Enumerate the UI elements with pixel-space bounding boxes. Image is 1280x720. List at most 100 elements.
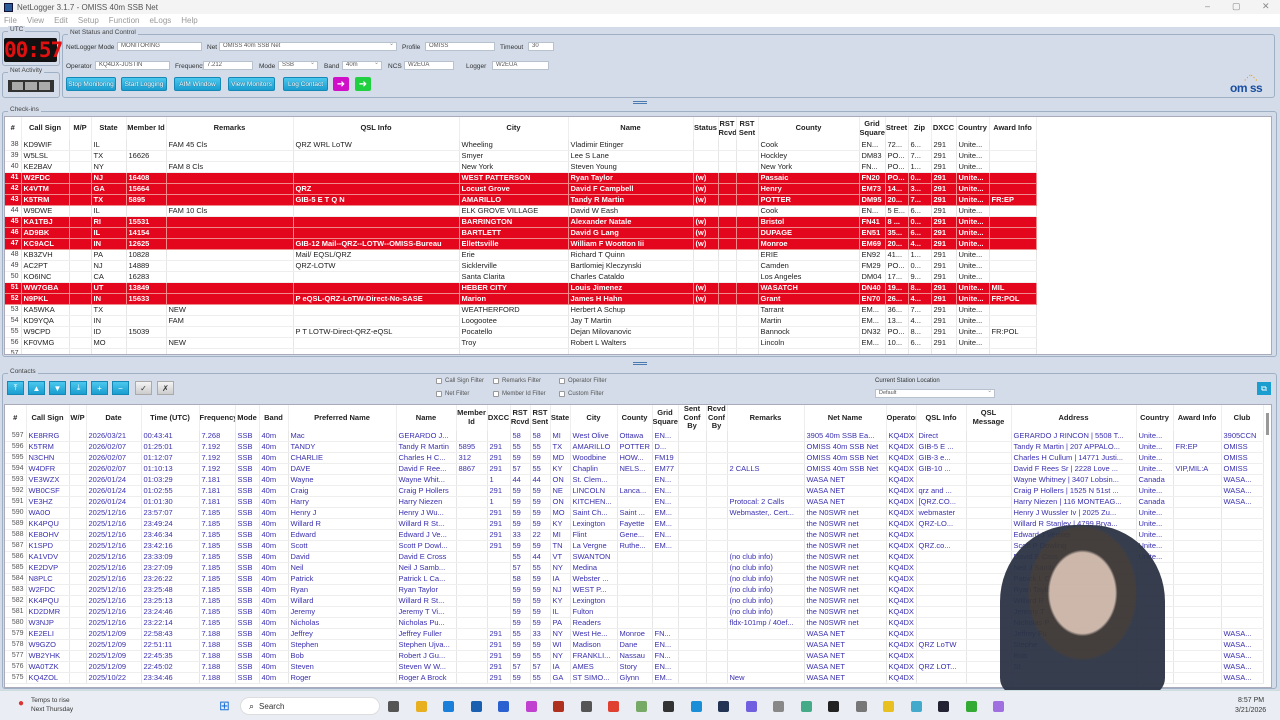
column-header[interactable]: Frequency: [199, 405, 236, 431]
table-row[interactable]: 47 KC9ACL IN 12625 GIB-12 Mail--QRZ--LOTW--O…: [5, 238, 1037, 250]
column-header[interactable]: Zip: [908, 117, 932, 140]
column-header[interactable]: Country: [956, 117, 990, 140]
column-header[interactable]: Award Info: [1173, 405, 1222, 431]
up-button[interactable]: ▲: [28, 381, 45, 395]
maximize-button[interactable]: ▢: [1232, 1, 1241, 11]
custom-filter-checkbox[interactable]: Custom Filter: [559, 391, 604, 397]
table-row[interactable]: 595 N3CHN 2026/02/07 01:12:07 7.192 SSB 40m CHA…: [5, 452, 1264, 464]
close-button[interactable]: ✕: [1262, 1, 1270, 11]
menu-file[interactable]: File: [4, 16, 17, 25]
menu-edit[interactable]: Edit: [54, 16, 68, 25]
undock-icon[interactable]: ⧉: [1257, 382, 1271, 395]
call-sign-filter-checkbox[interactable]: Call Sign Filter: [436, 378, 484, 384]
logger-field[interactable]: W2EUA: [492, 61, 549, 70]
taskbar-app-icon[interactable]: [773, 701, 784, 712]
column-header[interactable]: RST Rcvd: [510, 405, 531, 431]
taskbar-app-icon[interactable]: [635, 701, 647, 712]
column-header[interactable]: QSL Message: [966, 405, 1012, 431]
add-button[interactable]: +: [91, 381, 108, 395]
table-row[interactable]: 587 K1SPD 2025/12/16 23:42:16 7.185 SSB 40m Sco…: [5, 540, 1264, 552]
view-monitors-button[interactable]: View Monitors: [228, 77, 275, 91]
checkbox-box[interactable]: [559, 391, 565, 397]
checkbox-box[interactable]: [493, 391, 499, 397]
scrollbar-thumb[interactable]: [1266, 413, 1269, 435]
checkbox-box[interactable]: [436, 378, 442, 384]
start-icon[interactable]: ⊞: [219, 698, 230, 713]
table-row[interactable]: 581 KD2DMR 2025/12/16 23:24:46 7.185 SSB 40m Je…: [5, 606, 1264, 618]
column-header[interactable]: Name: [396, 405, 457, 431]
column-header[interactable]: Status: [693, 117, 719, 140]
log-contact-button[interactable]: Log Contact: [283, 77, 328, 91]
magenta-arrow-button[interactable]: ➜: [333, 77, 349, 91]
column-header[interactable]: Club: [1221, 405, 1264, 431]
column-header[interactable]: City: [570, 405, 618, 431]
menu-elogs[interactable]: eLogs: [149, 16, 172, 25]
table-row[interactable]: 589 KK4PQU 2025/12/16 23:49:24 7.185 SSB 40m Wi…: [5, 518, 1264, 530]
taskbar-app-icon[interactable]: [910, 701, 922, 712]
column-header[interactable]: Remarks: [166, 117, 294, 140]
column-header[interactable]: Band: [259, 405, 289, 431]
ncs-field[interactable]: W2EUA: [404, 61, 454, 70]
table-row[interactable]: 49 AC2PT NJ 14889 QRZ-LOTW Sicklerville Bartlo…: [5, 260, 1037, 272]
menu-help[interactable]: Help: [181, 16, 198, 25]
table-row[interactable]: 597 KE8RRG 2026/03/21 00:43:41 7.268 SSB 40m Ma…: [5, 430, 1264, 442]
column-header[interactable]: RST Sent: [530, 405, 551, 431]
column-header[interactable]: Remarks: [727, 405, 805, 431]
table-row[interactable]: 45 KA1TBJ RI 15531 BARRINGTON Alexander Natal…: [5, 216, 1037, 228]
minimize-button[interactable]: –: [1205, 1, 1211, 11]
taskbar-app-icon[interactable]: [800, 701, 812, 712]
green-arrow-button[interactable]: ➜: [355, 77, 371, 91]
down-button[interactable]: ▼: [49, 381, 66, 395]
table-row[interactable]: 578 W9GZO 2025/12/09 22:51:11 7.188 SSB 40m Ste…: [5, 639, 1264, 651]
table-row[interactable]: 56 KF0VMG MO NEW Troy Robert L Walters Lincoln…: [5, 337, 1037, 349]
column-header[interactable]: W/P: [69, 405, 87, 431]
table-row[interactable]: 46 AD9BK IL 14154 BARTLETT David G Lang (w) DUP…: [5, 227, 1037, 239]
taskbar-app-icon[interactable]: [690, 701, 702, 712]
column-header[interactable]: Call Sign: [26, 405, 70, 431]
column-header[interactable]: State: [91, 117, 127, 140]
table-row[interactable]: 594 W4DFR 2026/02/07 01:10:13 7.192 SSB 40m DAV…: [5, 463, 1264, 475]
column-header[interactable]: Grid Square: [652, 405, 679, 431]
table-row[interactable]: 53 KA5WKA TX NEW WEATHERFORD Herbert A Schup T…: [5, 304, 1037, 316]
menu-function[interactable]: Function: [108, 16, 140, 25]
taskbar-app-icon[interactable]: [883, 701, 894, 712]
cancel-button[interactable]: ✗: [157, 381, 174, 395]
column-header[interactable]: Name: [568, 117, 694, 140]
remarks-filter-checkbox[interactable]: Remarks Filter: [493, 378, 541, 384]
taskbar-app-icon[interactable]: [553, 701, 564, 712]
column-header[interactable]: RST Sent: [736, 117, 759, 140]
frequency-field[interactable]: 7.212: [203, 61, 253, 70]
taskbar-app-icon[interactable]: [443, 701, 454, 712]
check-button[interactable]: ✓: [135, 381, 152, 395]
column-header[interactable]: DXCC: [931, 117, 957, 140]
net-filter-checkbox[interactable]: Net Filter: [436, 391, 469, 397]
column-header[interactable]: Grid Square: [859, 117, 886, 140]
first-button[interactable]: ⤒: [7, 381, 24, 395]
splitter-handle[interactable]: [633, 101, 647, 104]
menu-view[interactable]: View: [26, 16, 45, 25]
column-header[interactable]: Time (UTC): [141, 405, 200, 431]
table-row[interactable]: 590 WA0O 2025/12/16 23:57:07 7.185 SSB 40m Henr…: [5, 507, 1264, 519]
column-header[interactable]: Sent Conf By: [678, 405, 707, 431]
table-row[interactable]: 593 VE3WZX 2026/01/24 01:03:29 7.181 SSB 40m Wa…: [5, 474, 1264, 486]
column-header[interactable]: State: [550, 405, 571, 431]
column-header[interactable]: Preferred Name: [288, 405, 397, 431]
column-header[interactable]: #: [5, 117, 22, 140]
table-row[interactable]: 52 N9PKL IN 15633 P eQSL-QRZ-LoTW-Direct-No-…: [5, 293, 1037, 305]
station-location-select[interactable]: Default: [875, 389, 995, 398]
column-header[interactable]: Street: [885, 117, 909, 140]
table-row[interactable]: 43 K5TRM TX 5895 GIB-5 E T Q N AMARILLO Tandy …: [5, 194, 1037, 206]
column-header[interactable]: Rcvd Conf By: [706, 405, 728, 431]
net-select[interactable]: OMISS 40m SSB Net: [219, 42, 397, 51]
table-row[interactable]: 40 KE2BAV NY FAM 8 Cls New York Steven Young N…: [5, 161, 1037, 173]
column-header[interactable]: Net Name: [804, 405, 887, 431]
taskbar-app-icon[interactable]: [470, 701, 482, 712]
column-header[interactable]: Call Sign: [21, 117, 70, 140]
table-row[interactable]: 591 VE3HZ 2026/01/24 01:01:30 7.181 SSB 40m Har…: [5, 496, 1264, 508]
column-header[interactable]: Date: [86, 405, 142, 431]
column-header[interactable]: QSL Info: [916, 405, 967, 431]
taskbar-app-icon[interactable]: [718, 701, 729, 712]
column-header[interactable]: Award Info: [989, 117, 1037, 140]
table-row[interactable]: 42 K4VTM GA 15664 QRZ Locust Grove David F Cam…: [5, 183, 1037, 195]
column-header[interactable]: County: [758, 117, 860, 140]
